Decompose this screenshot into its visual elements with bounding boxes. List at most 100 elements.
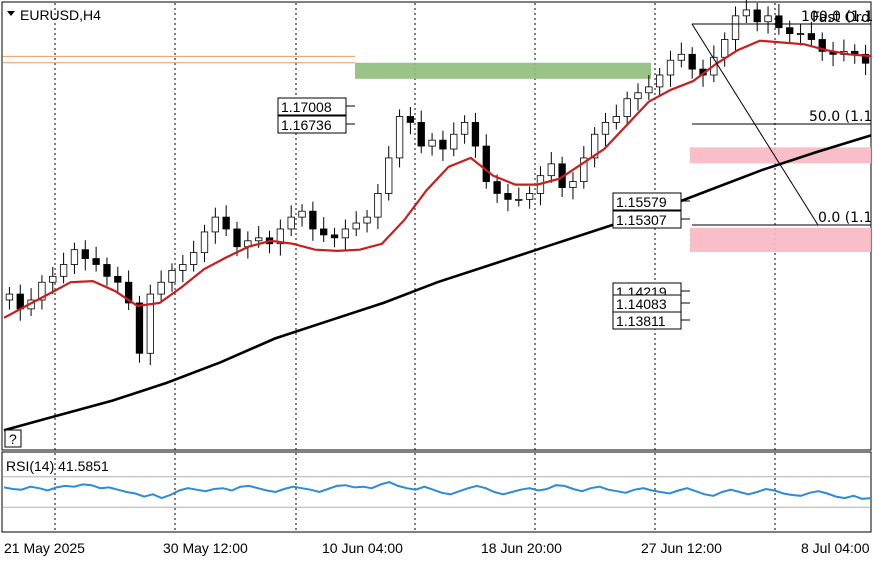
candle-body <box>5 293 14 301</box>
candle-body <box>168 269 176 283</box>
candle-body <box>731 15 740 40</box>
candle-body <box>81 249 89 259</box>
candle-body <box>157 281 165 295</box>
candle-body <box>38 281 46 301</box>
candle-body <box>807 33 816 40</box>
x-tick-label: 10 Jun 04:00 <box>322 540 403 556</box>
candle-body <box>721 39 729 58</box>
x-axis-tick-labels: 21 May 2025 30 May 12:00 10 Jun 04:00 18 Ju… <box>4 540 870 556</box>
fib-level-label: 50.0 (1.1 <box>809 109 872 125</box>
candle-body <box>341 228 350 239</box>
candle-body <box>482 145 490 183</box>
fibonacci-retracement: 100.0 (1.1 50.0 (1.1 0.0 (1.1 Fast Ord <box>691 9 873 226</box>
candle-body <box>688 53 696 70</box>
candle-body <box>330 234 339 239</box>
fib-level-label: 100.0 (1.1 <box>801 9 873 25</box>
x-tick-label: 21 May 2025 <box>4 540 85 556</box>
candle-body <box>320 228 328 236</box>
candle-body <box>796 33 805 35</box>
price-level-labels: 1.170081.167361.155791.153071.142191.140… <box>277 97 690 330</box>
candle-body <box>114 275 122 283</box>
candle-body <box>103 264 111 277</box>
price-zone <box>690 147 871 164</box>
price-zone <box>690 227 871 252</box>
candle-body <box>352 222 360 230</box>
candle-body <box>450 133 458 150</box>
candle-body <box>49 275 57 283</box>
price-zones <box>355 62 871 252</box>
candle-body <box>460 122 469 135</box>
candle-body <box>656 74 664 88</box>
price-label-text: 1.15307 <box>616 212 667 228</box>
candle-body <box>92 258 100 265</box>
candle-body <box>439 139 447 150</box>
candle-body <box>775 15 783 29</box>
help-marker-box[interactable] <box>4 429 22 448</box>
horizontal-levels <box>3 55 355 64</box>
candle-body <box>515 198 523 201</box>
candle-body <box>59 264 68 277</box>
fib-level-label: 0.0 (1.1 <box>818 210 872 226</box>
candle-body <box>677 53 685 61</box>
candle-body <box>590 133 599 159</box>
price-candles <box>5 0 870 366</box>
candle-body <box>309 210 317 230</box>
candle-body <box>493 181 501 194</box>
candle-body <box>569 181 577 188</box>
price-label-text: 1.13811 <box>616 313 666 329</box>
candle-body <box>764 15 772 23</box>
price-zone <box>355 62 651 79</box>
candle-body <box>255 237 263 242</box>
candle-body <box>645 86 653 94</box>
candle-body <box>580 157 588 182</box>
candle-body <box>190 252 198 265</box>
moving-averages <box>3 39 872 432</box>
candle-body <box>385 157 393 194</box>
rsi-line <box>3 481 872 500</box>
rsi-indicator <box>3 476 872 508</box>
candle-body <box>363 216 371 224</box>
candle-body <box>124 281 133 304</box>
x-tick-label: 27 Jun 12:00 <box>641 540 722 556</box>
candle-body <box>135 302 144 354</box>
help-marker-icon[interactable]: ? <box>9 431 17 447</box>
price-label-text: 1.15579 <box>616 194 667 210</box>
candle-body <box>233 228 241 248</box>
candle-body <box>525 193 534 200</box>
candle-body <box>818 39 826 52</box>
price-label-text: 1.14083 <box>616 296 667 312</box>
fib-trend-line <box>691 23 819 226</box>
candle-body <box>276 228 285 245</box>
candle-body <box>861 53 870 64</box>
candle-body <box>179 264 187 271</box>
candle-body <box>417 122 425 147</box>
candle-body <box>742 9 751 17</box>
candle-body <box>623 98 631 117</box>
x-tick-label: 18 Jun 20:00 <box>481 540 562 556</box>
candle-body <box>504 193 512 200</box>
candle-body <box>601 122 610 135</box>
candle-body <box>753 9 761 23</box>
rsi-title: RSI(14) 41.5851 <box>6 458 109 474</box>
candle-body <box>287 216 295 230</box>
candle-body <box>666 59 675 76</box>
candle-body <box>547 163 555 177</box>
candle-body <box>374 193 382 218</box>
candle-body <box>211 216 219 233</box>
x-tick-label: 8 Jul 04:00 <box>801 540 870 556</box>
price-label-text: 1.16736 <box>281 117 332 133</box>
dropdown-triangle-icon[interactable] <box>7 11 15 16</box>
candle-body <box>298 210 306 218</box>
rsi-panel-frame <box>1 451 872 533</box>
candle-body <box>70 249 79 265</box>
chart-title: EURUSD,H4 <box>20 7 101 23</box>
candle-body <box>612 116 620 123</box>
price-label-text: 1.17008 <box>281 99 332 115</box>
candle-body <box>146 293 154 354</box>
candle-body <box>222 216 230 230</box>
candle-body <box>786 27 794 35</box>
candle-body <box>406 116 415 123</box>
black-moving-average-line <box>3 134 872 432</box>
candle-body <box>634 92 642 100</box>
